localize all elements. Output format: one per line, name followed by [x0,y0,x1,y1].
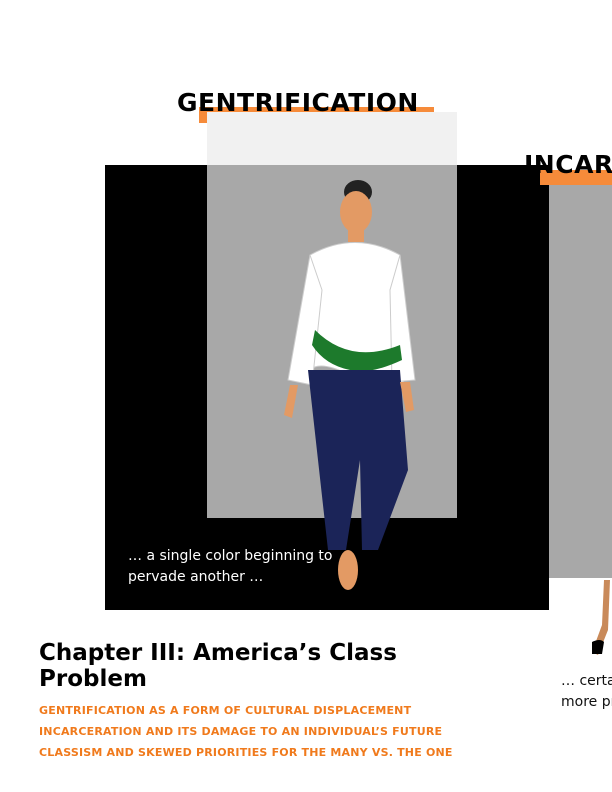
chapter-heading: Chapter III: America’s Class Problem [39,640,397,692]
topic: GENTRIFICATION AS A FORM OF CULTURAL DIS… [39,704,412,717]
caption-line: pervade another … [128,569,264,585]
topic: INCARCERATION AND ITS DAMAGE TO AN INDIV… [39,725,443,738]
heading-line: Chapter III: America’s Class [39,640,397,666]
topic: CLASSISM AND SKEWED PRIORITIES FOR THE M… [39,746,453,759]
figure-illustration [592,580,610,655]
photo-caption: … a single color beginning to pervade an… [128,546,332,588]
photo-caption: … certa more pr [561,671,612,713]
orange-bar [540,170,612,185]
caption-line: more pr [561,694,612,710]
heading-line: Problem [39,666,147,692]
photo-panel [549,185,612,578]
caption-line: … a single color beginning to [128,548,333,564]
photo-top [207,112,457,165]
section-title: INCAR [524,150,612,179]
caption-line: … certa [561,673,612,689]
section-title: GENTRIFICATION [177,88,419,117]
figure-illustration [284,180,416,590]
topic-list: GENTRIFICATION AS A FORM OF CULTURAL DIS… [39,700,453,763]
